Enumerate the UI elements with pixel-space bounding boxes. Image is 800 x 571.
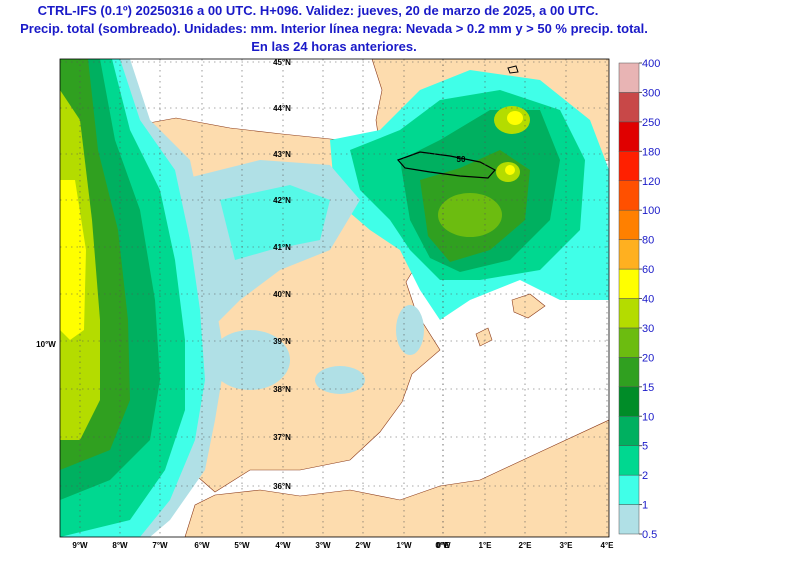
colorbar-label: 60 bbox=[642, 264, 654, 276]
lon-label: 7°W bbox=[152, 541, 168, 550]
colorbar-band bbox=[618, 298, 640, 329]
colorbar-band bbox=[618, 239, 640, 270]
colorbar-label: 10 bbox=[642, 411, 654, 423]
lat-label: 43°N bbox=[273, 150, 291, 159]
lat-label: 10°W bbox=[36, 340, 56, 349]
contour-label: 50 bbox=[457, 155, 466, 164]
colorbar-label: 2 bbox=[642, 470, 648, 482]
colorbar-label: 180 bbox=[642, 146, 660, 158]
colorbar-band bbox=[618, 327, 640, 358]
colorbar-label: 1 bbox=[642, 500, 648, 512]
map-frame bbox=[59, 58, 610, 538]
colorbar-label: 300 bbox=[642, 87, 660, 99]
colorbar-band bbox=[618, 504, 640, 535]
precip-area bbox=[507, 111, 523, 125]
colorbar-band bbox=[618, 62, 640, 93]
lon-label: 2°E bbox=[519, 541, 533, 550]
precip-area bbox=[438, 193, 502, 237]
lon-label: 0°W bbox=[435, 541, 451, 550]
lon-label: 3°E bbox=[560, 541, 574, 550]
colorbar-band bbox=[618, 416, 640, 446]
colorbar-label: 400 bbox=[642, 58, 660, 70]
lat-label: 36°N bbox=[273, 482, 291, 491]
colorbar-label: 5 bbox=[642, 441, 648, 453]
colorbar-label: 120 bbox=[642, 176, 660, 188]
colorbar-band bbox=[618, 121, 640, 152]
lon-label: 3°W bbox=[315, 541, 331, 550]
precip-area bbox=[220, 185, 330, 260]
lat-label: 38°N bbox=[273, 385, 291, 394]
lon-label: 1°W bbox=[396, 541, 412, 550]
lat-label: 42°N bbox=[273, 196, 291, 205]
colorbar-label: 15 bbox=[642, 382, 654, 394]
colorbar-label: 30 bbox=[642, 323, 654, 335]
colorbar-band bbox=[618, 474, 640, 505]
geo-labels: 45°N 44°N 43°N 42°N 41°N 40°N 39°N 38°N 37°N 36°N… bbox=[36, 58, 614, 550]
lat-label: 39°N bbox=[273, 337, 291, 346]
colorbar: 0.5 1 2 5 10 15 20 30 40 60 80 100 120 180 250 300 400 bbox=[618, 58, 660, 541]
precip-area bbox=[505, 165, 515, 175]
colorbar-band bbox=[618, 92, 640, 123]
lat-label: 45°N bbox=[273, 58, 291, 67]
lon-label: 9°W bbox=[72, 541, 88, 550]
colorbar-label: 40 bbox=[642, 294, 654, 306]
snow-contour bbox=[507, 65, 519, 74]
precip-area bbox=[60, 180, 86, 340]
lat-label: 40°N bbox=[273, 290, 291, 299]
colorbar-band bbox=[618, 151, 640, 181]
lon-label: 1°E bbox=[479, 541, 493, 550]
land bbox=[184, 419, 609, 537]
lon-label: 6°W bbox=[194, 541, 210, 550]
colorbar-label: 80 bbox=[642, 235, 654, 247]
colorbar-band bbox=[618, 357, 640, 388]
title-line: Precip. total (sombreado). Unidades: mm.… bbox=[20, 21, 648, 36]
lon-label: 2°W bbox=[355, 541, 371, 550]
graticule bbox=[60, 59, 609, 537]
precip-area bbox=[315, 366, 365, 394]
colorbar-label: 0.5 bbox=[642, 529, 657, 541]
map-area: 50 bbox=[60, 59, 609, 537]
colorbar-label: 250 bbox=[642, 117, 660, 129]
lon-label: 5°W bbox=[234, 541, 250, 550]
lat-label: 44°N bbox=[273, 104, 291, 113]
island bbox=[475, 327, 493, 347]
title-line: En las 24 horas anteriores. bbox=[251, 39, 416, 54]
precip-area bbox=[210, 330, 290, 390]
lon-label: 4°W bbox=[275, 541, 291, 550]
colorbar-band bbox=[618, 386, 640, 417]
colorbar-label: 20 bbox=[642, 352, 654, 364]
lon-label: 4°E bbox=[601, 541, 615, 550]
colorbar-band bbox=[618, 268, 640, 299]
colorbar-band bbox=[618, 209, 640, 240]
island bbox=[511, 293, 546, 319]
lat-label: 37°N bbox=[273, 433, 291, 442]
lat-label: 41°N bbox=[273, 243, 291, 252]
colorbar-label: 100 bbox=[642, 205, 660, 217]
colorbar-band bbox=[618, 180, 640, 211]
title-line: CTRL-IFS (0.1º) 20250316 a 00 UTC. H+096… bbox=[38, 3, 599, 18]
colorbar-band bbox=[618, 445, 640, 476]
lon-label: 8°W bbox=[112, 541, 128, 550]
precip-area bbox=[396, 305, 424, 355]
lon-label: 0°E bbox=[437, 541, 451, 550]
